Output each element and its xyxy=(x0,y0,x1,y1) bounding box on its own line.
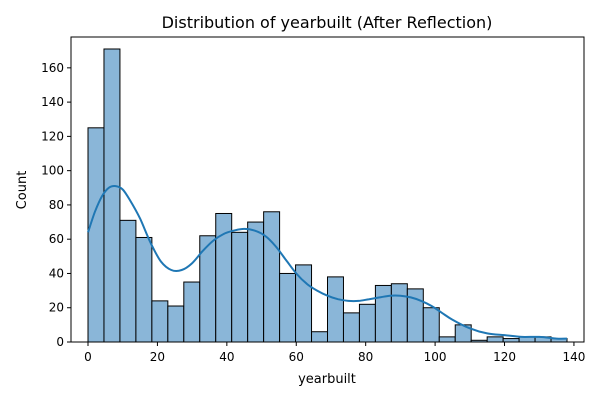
histogram-bar xyxy=(279,272,297,343)
x-tick-label: 20 xyxy=(150,350,165,364)
y-tick-label: 100 xyxy=(41,164,64,178)
x-tick-label: 100 xyxy=(424,350,447,364)
y-tick-label: 60 xyxy=(49,232,64,246)
histogram-bar xyxy=(502,338,520,343)
y-axis-ticks: 0 20 40 60 80 100 120 140 160 xyxy=(41,61,71,349)
x-tick-label: 80 xyxy=(358,350,373,364)
kde-curve xyxy=(87,185,568,340)
y-tick-label: 40 xyxy=(49,266,64,280)
y-tick-label: 80 xyxy=(49,198,64,212)
histogram-bar xyxy=(438,336,456,343)
x-axis-label: yearbuilt xyxy=(298,372,356,387)
x-axis-ticks: 0 20 40 60 80 100 120 140 xyxy=(84,342,585,364)
y-tick-label: 0 xyxy=(56,335,64,349)
histogram-bar xyxy=(183,281,201,343)
histogram-bar xyxy=(422,307,440,343)
chart-title: Distribution of yearbuilt (After Reflect… xyxy=(162,13,493,32)
histogram-bar xyxy=(167,305,185,343)
x-tick-label: 120 xyxy=(493,350,516,364)
histogram-bar xyxy=(342,312,360,343)
histogram-bar xyxy=(486,336,504,343)
plot-frame xyxy=(70,36,585,343)
histogram-bar xyxy=(87,127,105,343)
y-tick-label: 140 xyxy=(41,95,64,109)
histogram-bar xyxy=(263,211,281,343)
y-tick-label: 120 xyxy=(41,129,64,143)
histogram-bar xyxy=(119,219,137,343)
histogram-bar xyxy=(390,283,408,343)
x-tick-label: 140 xyxy=(562,350,585,364)
histogram-bar xyxy=(103,48,121,343)
histogram-bar xyxy=(135,236,153,343)
histogram-bars xyxy=(87,48,568,343)
histogram-bar xyxy=(327,276,344,343)
histogram-bar xyxy=(247,221,265,343)
y-tick-label: 160 xyxy=(41,61,64,75)
histogram-bar xyxy=(374,284,392,343)
x-tick-label: 0 xyxy=(84,350,92,364)
histogram-bar xyxy=(151,300,169,343)
y-tick-label: 20 xyxy=(49,301,64,315)
x-tick-label: 40 xyxy=(219,350,234,364)
histogram-bar xyxy=(358,303,376,343)
histogram-bar xyxy=(231,231,249,343)
y-axis-label: Count xyxy=(15,171,30,210)
histogram-bar xyxy=(311,331,329,343)
x-tick-label: 60 xyxy=(289,350,304,364)
